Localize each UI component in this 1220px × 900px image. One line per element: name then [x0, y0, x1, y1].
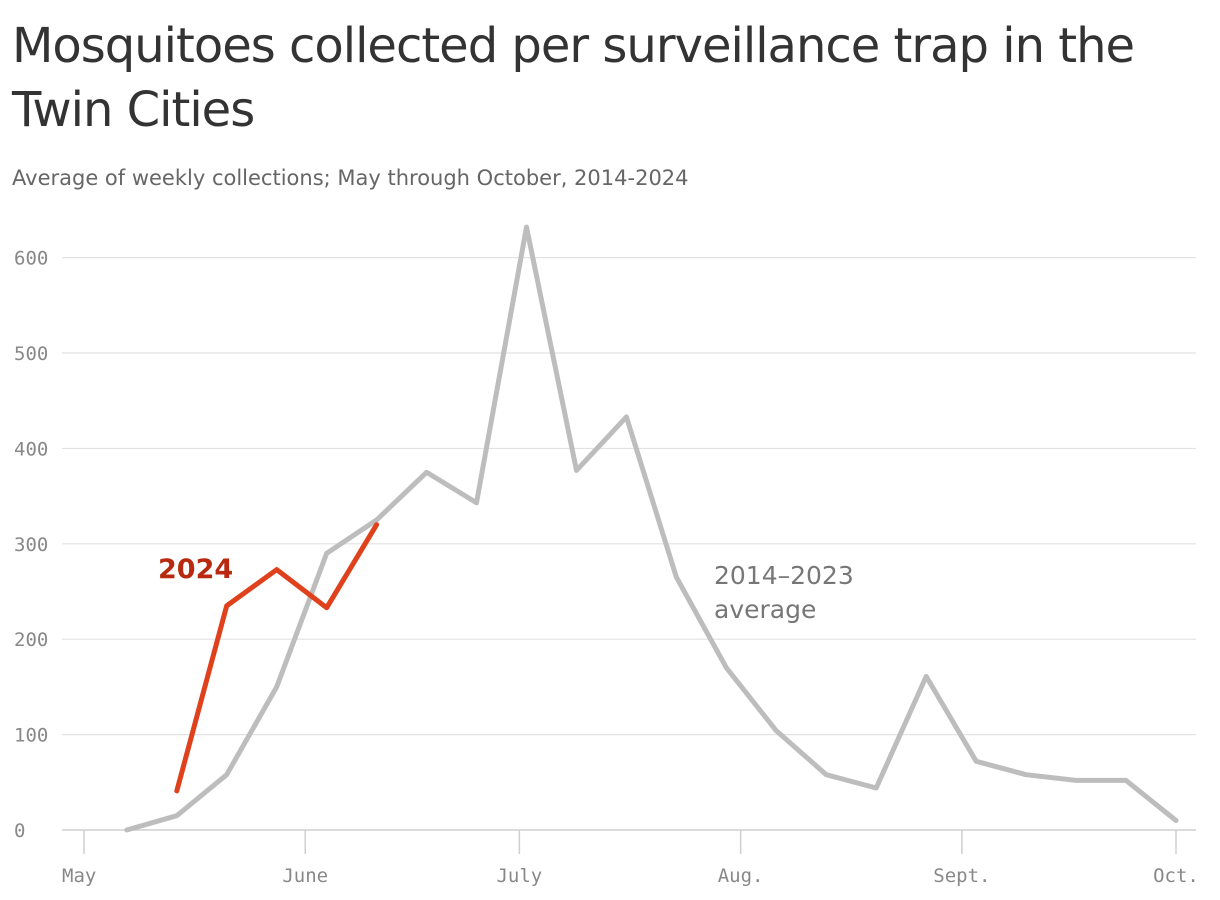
average-series-label: 2014–2023: [714, 561, 854, 590]
chart-subtitle: Average of weekly collections; May throu…: [12, 166, 689, 190]
x-axis-ticks: May June July Aug. Sept. Oct.: [62, 830, 1199, 887]
y-tick-label: 500: [14, 343, 48, 365]
y-tick-label: 100: [14, 725, 48, 747]
y-tick-label: 200: [14, 629, 48, 651]
x-tick-label: Oct.: [1153, 865, 1199, 887]
average-series-label: average: [714, 595, 816, 624]
y-tick-label: 300: [14, 534, 48, 556]
series-labels: 2014–2023 average 2024: [158, 554, 854, 624]
x-tick-label: May: [62, 865, 96, 887]
series-2024-label: 2024: [158, 554, 233, 585]
series-2024-line: [174, 522, 380, 794]
x-tick-label: July: [496, 865, 542, 887]
chart-title: Mosquitoes collected per surveillance tr…: [12, 18, 1135, 138]
y-axis-tick-labels: 0 100 200 300 400 500 600: [14, 248, 48, 842]
y-tick-label: 600: [14, 248, 48, 270]
x-tick-label: June: [282, 865, 328, 887]
x-tick-label: Sept.: [933, 865, 990, 887]
x-tick-label: Aug.: [718, 865, 764, 887]
gridlines: [62, 257, 1196, 831]
average-series-line: [124, 224, 1179, 833]
y-tick-label: 0: [14, 820, 25, 842]
y-tick-label: 400: [14, 438, 48, 460]
series-lines: [124, 224, 1179, 833]
